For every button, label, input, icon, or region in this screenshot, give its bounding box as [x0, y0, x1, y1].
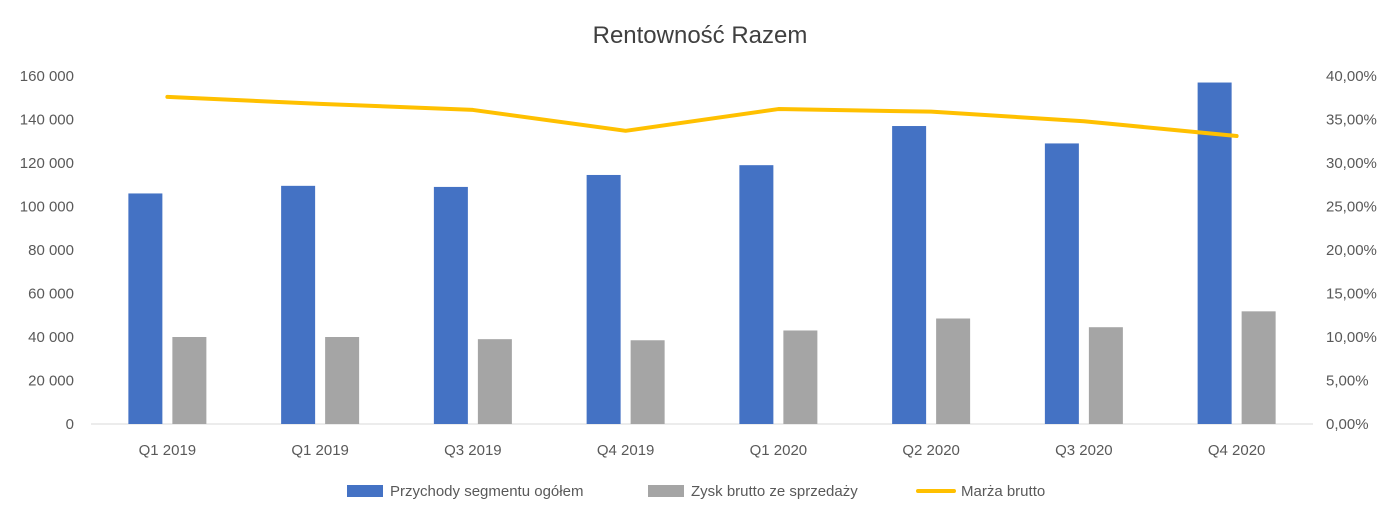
- left-axis-tick-label: 120 000: [20, 155, 74, 172]
- line-series-group: [167, 97, 1236, 136]
- left-axis-tick-label: 60 000: [28, 286, 74, 303]
- left-axis-ticks: 0 20 000 40 000 60 000 80 000 100 000 120 000 1…: [20, 68, 74, 433]
- left-axis-tick-label: 160 000: [20, 68, 74, 85]
- legend: Przychody segmentu ogółem Zysk brutto ze …: [347, 483, 1045, 500]
- category-label: Q3 2020: [1055, 442, 1113, 459]
- bar-zysk-brutto: [936, 319, 970, 424]
- bar-przychody: [739, 165, 773, 424]
- right-axis-tick-label: 15,00%: [1326, 286, 1377, 303]
- right-axis-tick-label: 10,00%: [1326, 329, 1377, 346]
- right-axis-tick-label: 40,00%: [1326, 68, 1377, 85]
- left-axis-tick-label: 0: [66, 416, 74, 433]
- category-label: Q4 2020: [1208, 442, 1266, 459]
- bar-przychody: [434, 187, 468, 424]
- category-label: Q3 2019: [444, 442, 502, 459]
- left-axis-tick-label: 20 000: [28, 373, 74, 390]
- legend-swatch: [648, 485, 684, 497]
- bar-zysk-brutto: [478, 339, 512, 424]
- legend-label: Przychody segmentu ogółem: [390, 483, 583, 500]
- right-axis-tick-label: 5,00%: [1326, 373, 1369, 390]
- bar-zysk-brutto: [1089, 327, 1123, 424]
- left-axis-tick-label: 100 000: [20, 199, 74, 216]
- left-axis-tick-label: 40 000: [28, 329, 74, 346]
- bar-zysk-brutto: [631, 340, 665, 424]
- right-axis-ticks: 0,00% 5,00% 10,00% 15,00% 20,00% 25,00% 30,00%…: [1326, 68, 1377, 433]
- left-axis-tick-label: 80 000: [28, 242, 74, 259]
- right-axis-tick-label: 35,00%: [1326, 112, 1377, 129]
- category-label: Q2 2020: [902, 442, 960, 459]
- bar-zysk-brutto: [783, 330, 817, 424]
- category-label: Q1 2019: [139, 442, 197, 459]
- line-marza-brutto: [167, 97, 1236, 136]
- category-label: Q4 2019: [597, 442, 655, 459]
- right-axis-tick-label: 20,00%: [1326, 242, 1377, 259]
- bar-przychody: [1045, 143, 1079, 424]
- legend-label: Zysk brutto ze sprzedaży: [691, 483, 858, 500]
- left-axis-tick-label: 140 000: [20, 112, 74, 129]
- bars-group: [128, 83, 1275, 424]
- bar-zysk-brutto: [172, 337, 206, 424]
- bar-przychody: [587, 175, 621, 424]
- bar-przychody: [128, 193, 162, 424]
- legend-label: Marża brutto: [961, 483, 1045, 500]
- category-labels: Q1 2019 Q1 2019 Q3 2019 Q4 2019 Q1 2020 Q2 20…: [139, 442, 1266, 459]
- right-axis-tick-label: 0,00%: [1326, 416, 1369, 433]
- legend-swatch: [347, 485, 383, 497]
- category-label: Q1 2020: [750, 442, 808, 459]
- category-label: Q1 2019: [291, 442, 349, 459]
- bar-zysk-brutto: [1242, 311, 1276, 424]
- bar-zysk-brutto: [325, 337, 359, 424]
- right-axis-tick-label: 30,00%: [1326, 155, 1377, 172]
- chart-title: Rentowność Razem: [593, 22, 808, 49]
- bar-przychody: [281, 186, 315, 424]
- bar-przychody: [892, 126, 926, 424]
- right-axis-tick-label: 25,00%: [1326, 199, 1377, 216]
